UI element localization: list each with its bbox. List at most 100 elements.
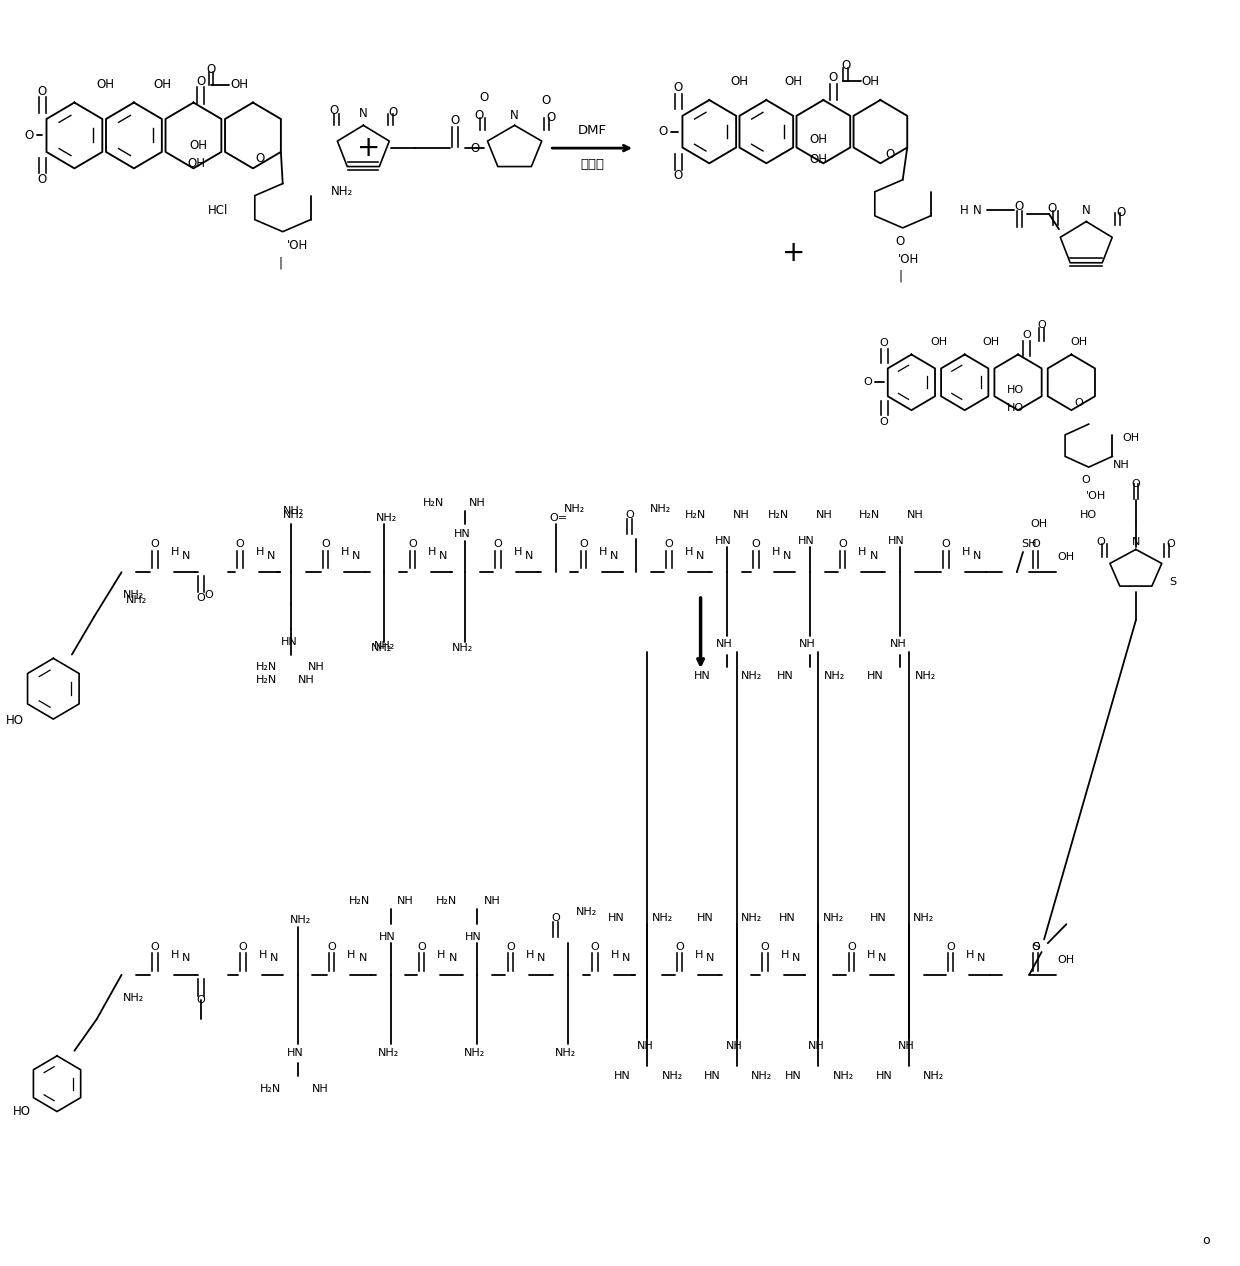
Text: NH: NH: [816, 510, 833, 520]
Text: NH₂: NH₂: [123, 993, 145, 1003]
Text: SH: SH: [1022, 539, 1037, 549]
Text: OH: OH: [231, 78, 248, 91]
Text: O: O: [327, 942, 336, 952]
Text: O: O: [388, 106, 398, 119]
Text: N: N: [622, 953, 630, 963]
Text: OH: OH: [190, 139, 207, 152]
Text: N: N: [972, 204, 982, 216]
Text: N: N: [869, 551, 878, 561]
Text: NH₂: NH₂: [371, 643, 393, 653]
Text: |: |: [898, 270, 903, 282]
Text: O: O: [196, 75, 206, 87]
Text: H₂N: H₂N: [768, 510, 790, 520]
Text: O: O: [37, 173, 47, 186]
Text: O: O: [474, 109, 484, 122]
Text: NH: NH: [308, 662, 325, 672]
Text: O: O: [329, 104, 339, 116]
Text: HN: HN: [869, 913, 887, 923]
Text: O: O: [196, 592, 206, 603]
Text: NH₂: NH₂: [123, 590, 145, 600]
Text: O: O: [196, 995, 206, 1005]
Text: O: O: [551, 913, 560, 923]
Text: +: +: [782, 239, 805, 267]
Text: N: N: [352, 551, 361, 561]
Text: NH: NH: [906, 510, 924, 520]
Text: S: S: [1032, 942, 1039, 952]
Text: NH₂: NH₂: [823, 671, 846, 681]
Text: NH: NH: [469, 498, 486, 508]
Text: O: O: [203, 590, 213, 600]
Text: N: N: [182, 953, 190, 963]
Text: +: +: [357, 134, 379, 162]
Text: H₂N: H₂N: [348, 896, 371, 906]
Text: N: N: [973, 551, 981, 561]
Text: O: O: [37, 85, 47, 97]
Text: HN: HN: [875, 1071, 893, 1081]
Text: HN: HN: [776, 671, 794, 681]
Text: N: N: [1132, 537, 1140, 547]
Text: NH₂: NH₂: [283, 510, 305, 520]
Text: H: H: [962, 547, 970, 557]
Text: O: O: [673, 170, 683, 182]
Text: O: O: [1081, 475, 1091, 485]
Text: OH: OH: [1070, 337, 1087, 347]
Text: O: O: [206, 63, 216, 76]
Text: O: O: [625, 510, 635, 520]
Text: NH₂: NH₂: [651, 913, 673, 923]
Text: NH₂: NH₂: [832, 1071, 854, 1081]
Text: H₂N: H₂N: [858, 510, 880, 520]
Text: H: H: [428, 547, 436, 557]
Text: H₂N: H₂N: [423, 498, 445, 508]
Text: O: O: [479, 91, 489, 104]
Text: NH: NH: [799, 639, 816, 649]
Text: O: O: [665, 539, 673, 549]
Text: H: H: [966, 950, 975, 960]
Text: N: N: [182, 551, 190, 561]
Text: N: N: [792, 953, 800, 963]
Text: H: H: [858, 547, 867, 557]
Text: NH: NH: [898, 1041, 915, 1051]
Text: H: H: [259, 950, 267, 960]
Text: O: O: [1047, 203, 1056, 215]
Text: NH: NH: [889, 639, 906, 649]
Text: HCl: HCl: [208, 204, 228, 216]
Text: NH₂: NH₂: [740, 671, 763, 681]
Text: HN: HN: [797, 536, 815, 546]
Text: O: O: [1037, 320, 1047, 330]
Text: NH₂: NH₂: [923, 1071, 945, 1081]
Text: HO: HO: [14, 1105, 31, 1118]
Text: NH: NH: [733, 510, 750, 520]
Text: NH: NH: [715, 639, 733, 649]
Text: O: O: [408, 539, 417, 549]
Text: 'OH: 'OH: [898, 253, 920, 266]
Text: H: H: [684, 547, 693, 557]
Text: H: H: [771, 547, 780, 557]
Text: O: O: [1030, 539, 1040, 549]
Text: O: O: [1131, 479, 1141, 489]
Text: N: N: [696, 551, 704, 561]
Text: NH: NH: [1112, 460, 1130, 470]
Text: H: H: [171, 950, 179, 960]
Text: OH: OH: [930, 337, 947, 347]
Text: NH₂: NH₂: [914, 671, 936, 681]
Text: H: H: [526, 950, 534, 960]
Text: NH₂: NH₂: [125, 595, 148, 605]
Text: HN: HN: [280, 637, 298, 647]
Text: OH: OH: [1058, 955, 1075, 965]
Text: O: O: [838, 539, 847, 549]
Text: O: O: [150, 539, 160, 549]
Text: NH₂: NH₂: [650, 504, 672, 514]
Text: HN: HN: [693, 671, 711, 681]
Text: HN: HN: [703, 1071, 720, 1081]
Text: NH₂: NH₂: [554, 1048, 577, 1058]
Text: O: O: [1096, 537, 1106, 547]
Text: O: O: [470, 142, 480, 154]
Text: |: |: [278, 257, 283, 270]
Text: H₂N: H₂N: [259, 1084, 281, 1094]
Text: N: N: [439, 551, 448, 561]
Text: OH: OH: [862, 75, 879, 87]
Text: HN: HN: [697, 913, 714, 923]
Text: OH: OH: [187, 157, 205, 170]
Text: O: O: [1074, 398, 1084, 408]
Text: O: O: [1030, 942, 1040, 952]
